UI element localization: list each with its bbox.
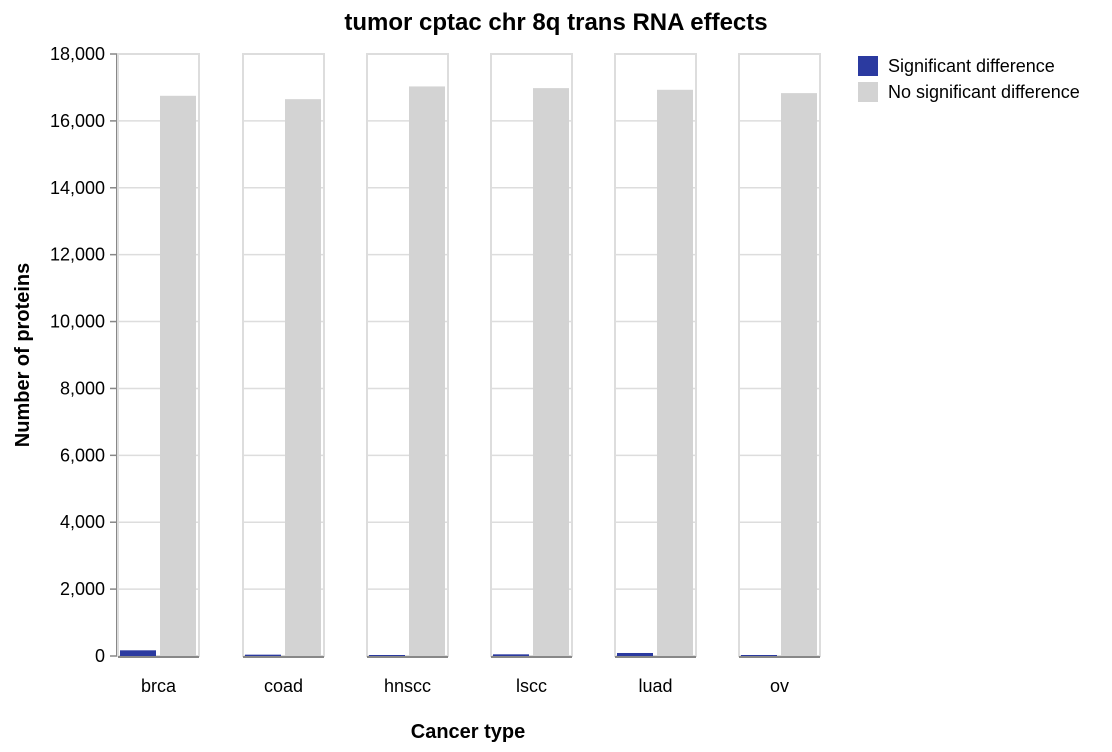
category-label: lscc bbox=[516, 676, 547, 696]
bar-brca-not-significant bbox=[160, 95, 196, 657]
chart-title: tumor cptac chr 8q trans RNA effects bbox=[344, 9, 767, 36]
bar-lscc-significant bbox=[493, 654, 529, 656]
legend: Significant difference No significant dif… bbox=[858, 56, 1080, 102]
y-tick-label: 6,000 bbox=[60, 445, 105, 465]
panel-luad: luad bbox=[614, 53, 697, 696]
x-axis-title: Cancer type bbox=[411, 721, 526, 743]
panel-coad: coad bbox=[242, 53, 325, 696]
y-axis: 0 2,000 4,000 6,000 8,000 10,000 12,000 14,000 1… bbox=[50, 44, 118, 666]
category-label: brca bbox=[141, 676, 177, 696]
plot-panels: brca coad hnscc lscc luad ov bbox=[117, 53, 821, 696]
category-label: ov bbox=[770, 676, 789, 696]
y-tick-label: 0 bbox=[95, 646, 105, 666]
bar-luad-not-significant bbox=[657, 89, 693, 657]
y-tick-label: 8,000 bbox=[60, 378, 105, 398]
y-tick-label: 2,000 bbox=[60, 579, 105, 599]
y-tick-label: 16,000 bbox=[50, 111, 105, 131]
y-tick-label: 10,000 bbox=[50, 312, 105, 332]
y-tick-label: 14,000 bbox=[50, 178, 105, 198]
legend-label: No significant difference bbox=[888, 82, 1080, 102]
bar-ov-significant bbox=[741, 655, 777, 656]
legend-label: Significant difference bbox=[888, 56, 1055, 76]
panel-brca: brca bbox=[117, 53, 200, 696]
category-label: luad bbox=[638, 676, 672, 696]
y-tick-label: 18,000 bbox=[50, 44, 105, 64]
bar-luad-significant bbox=[617, 652, 653, 656]
y-tick-label: 12,000 bbox=[50, 245, 105, 265]
bar-coad-significant bbox=[245, 654, 281, 656]
legend-swatch bbox=[858, 82, 878, 102]
bar-lscc-not-significant bbox=[533, 88, 569, 656]
bar-hnscc-not-significant bbox=[409, 86, 445, 657]
y-tick-label: 4,000 bbox=[60, 512, 105, 532]
bar-brca-significant bbox=[120, 650, 156, 656]
panel-hnscc: hnscc bbox=[366, 53, 449, 696]
category-label: hnscc bbox=[384, 676, 431, 696]
category-label: coad bbox=[264, 676, 303, 696]
panel-ov: ov bbox=[738, 53, 821, 696]
y-axis-title: Number of proteins bbox=[12, 263, 34, 447]
bar-coad-not-significant bbox=[285, 99, 321, 656]
panel-lscc: lscc bbox=[490, 53, 573, 696]
bar-hnscc-significant bbox=[369, 655, 405, 656]
legend-swatch bbox=[858, 56, 878, 76]
bar-ov-not-significant bbox=[781, 93, 817, 656]
